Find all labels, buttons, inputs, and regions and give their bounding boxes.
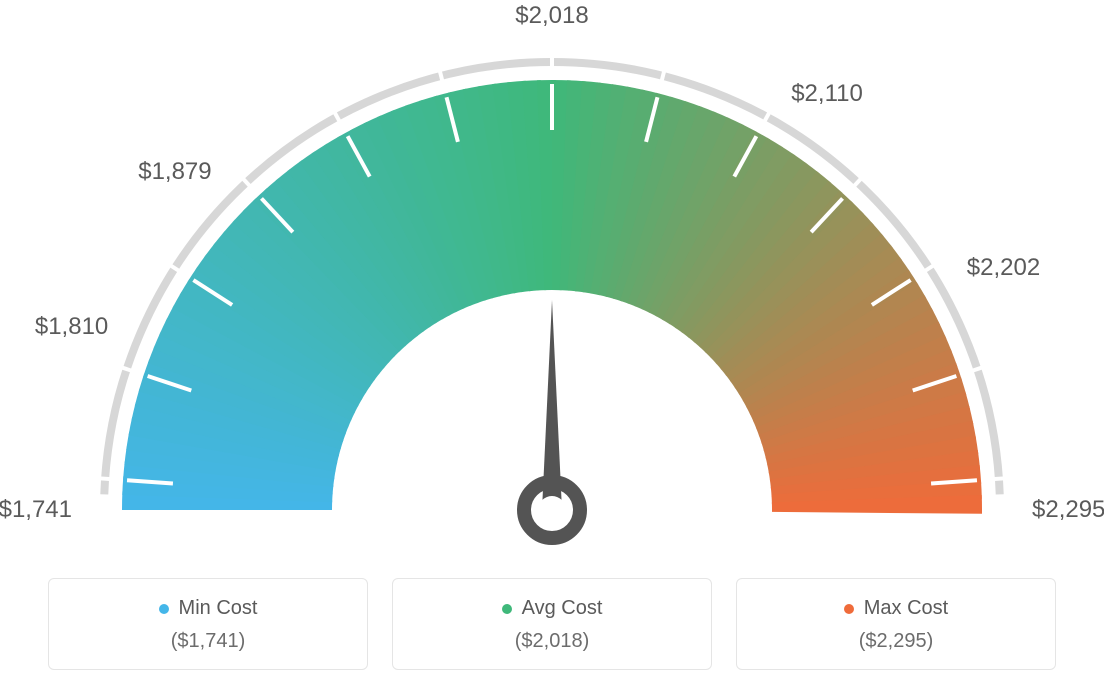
legend-row: Min Cost ($1,741) Avg Cost ($2,018) Max … [0, 578, 1104, 670]
dot-min [159, 604, 169, 614]
tick-label: $2,018 [515, 2, 588, 30]
gauge-area: $1,741 $1,810 $1,879 $2,018 $2,110 $2,202 $2,2… [0, 0, 1104, 560]
legend-card-min: Min Cost ($1,741) [48, 578, 368, 670]
legend-card-max: Max Cost ($2,295) [736, 578, 1056, 670]
needle-base-inner [538, 496, 566, 524]
gauge-svg [0, 0, 1104, 570]
dot-max [844, 604, 854, 614]
outer-tick [991, 478, 1007, 479]
legend-title-avg-text: Avg Cost [522, 597, 603, 620]
dot-avg [502, 604, 512, 614]
tick-label: $2,202 [967, 254, 1040, 282]
outer-tick [439, 68, 443, 84]
gauge-chart-container: $1,741 $1,810 $1,879 $2,018 $2,110 $2,202 $2,2… [0, 0, 1104, 690]
outer-tick [119, 367, 134, 372]
legend-card-avg: Avg Cost ($2,018) [392, 578, 712, 670]
legend-value-min: ($1,741) [49, 630, 367, 653]
legend-value-avg: ($2,018) [393, 630, 711, 653]
outer-tick [97, 478, 113, 479]
outer-tick [970, 367, 985, 372]
legend-title-avg: Avg Cost [502, 597, 603, 620]
tick-label: $2,110 [791, 80, 863, 108]
legend-title-max: Max Cost [844, 597, 948, 620]
legend-title-min: Min Cost [159, 597, 258, 620]
tick-label: $2,295 [1032, 496, 1104, 524]
tick-label: $1,879 [138, 158, 211, 186]
outer-tick [661, 68, 665, 84]
legend-value-max: ($2,295) [737, 630, 1055, 653]
legend-title-min-text: Min Cost [179, 597, 258, 620]
legend-title-max-text: Max Cost [864, 597, 948, 620]
tick-label: $1,810 [35, 313, 108, 341]
tick-label: $1,741 [0, 496, 72, 524]
